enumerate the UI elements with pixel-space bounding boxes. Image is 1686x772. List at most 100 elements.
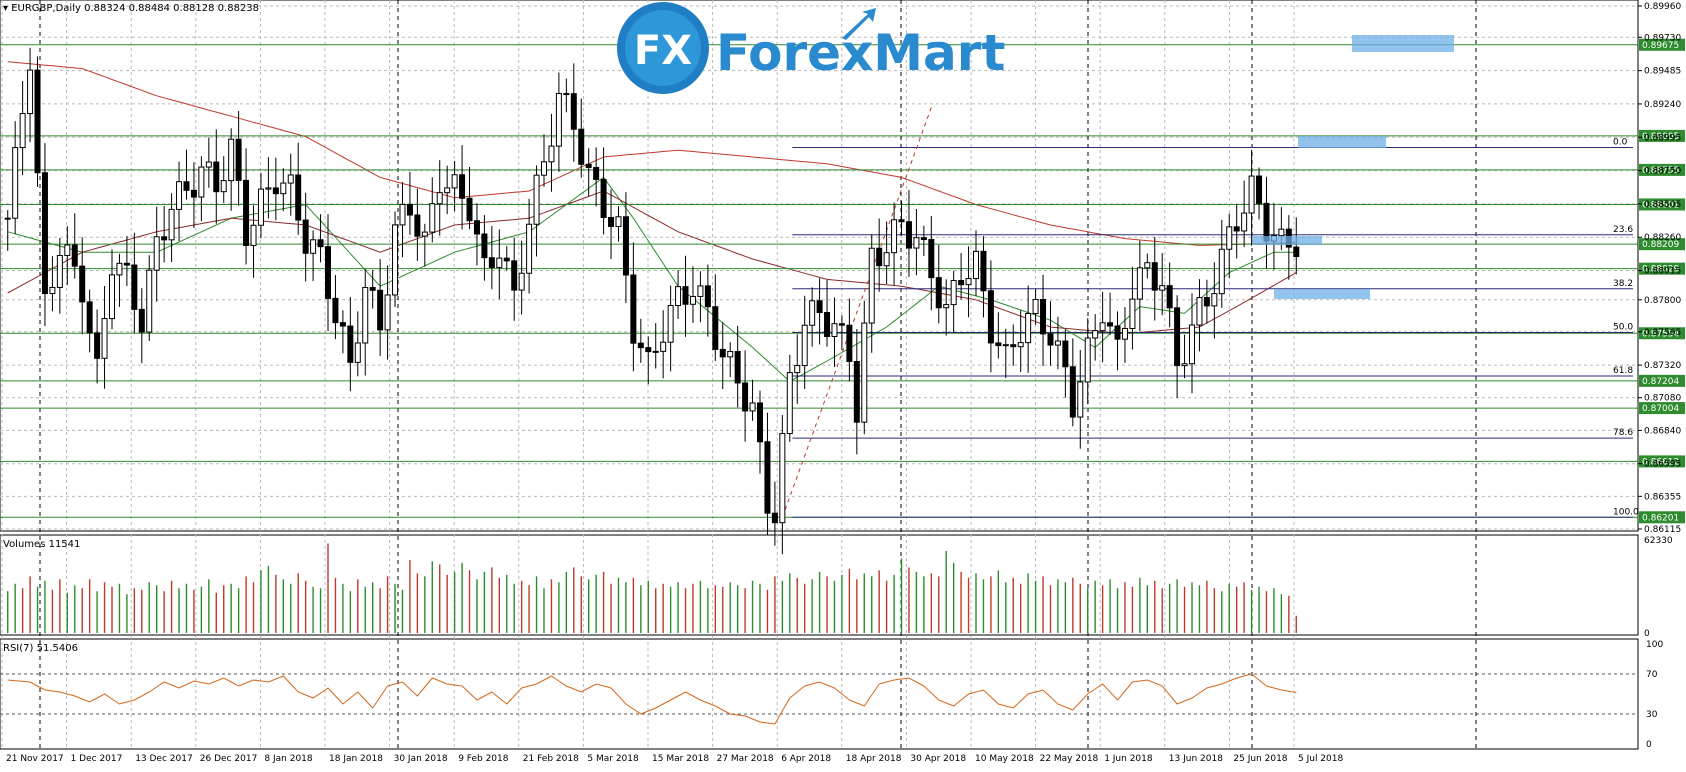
candle-body [1189,324,1195,365]
price-zone-highlights [1252,35,1454,299]
candle-body [652,350,659,353]
candle-body [1263,202,1270,242]
candle-body [1040,299,1047,335]
candle-body [630,274,637,344]
candle-body [1203,297,1210,307]
candle-body [1077,381,1084,418]
fib-level-label: 0.0 [1613,137,1628,147]
time-tick-label: 30 Jan 2018 [394,754,448,764]
candle-body [56,254,63,288]
time-tick-label: 18 Jan 2018 [329,754,383,764]
ma-fast-line [7,176,1297,383]
moving-averages [7,61,1297,383]
level-price-label: 0.89005 [1642,132,1679,142]
candle-body [1047,333,1054,346]
candle-body [459,174,466,199]
candle-body [734,351,741,384]
level-price-tag [1639,455,1685,468]
candle-body [354,342,361,363]
candle-body [920,237,927,241]
level-price-tag [1639,374,1685,387]
candle-body [585,163,592,168]
price-panel[interactable] [0,0,1639,532]
candle-body [41,172,48,295]
candle-body [1114,325,1121,340]
rsi-panel[interactable] [0,638,1639,750]
candle-body [94,332,101,359]
candle-body [883,252,890,267]
fibonacci-retracement[interactable]: 0.0 23.6 38.2 50.0 61.8 78.6 100.0 [781,107,1639,518]
candle-body [481,233,488,259]
candle-body [935,277,942,309]
time-tick-label: 1 Dec 2017 [71,754,123,764]
candle-body [406,203,413,216]
candle-body [198,166,205,198]
rsi-tick-label: 70 [1646,670,1658,680]
candle-body [176,181,183,210]
time-tick-label: 8 Jan 2018 [264,754,312,764]
candle-body [1107,322,1114,327]
time-tick-label: 9 Feb 2018 [458,754,509,764]
time-tick-label: 18 Apr 2018 [846,754,902,764]
candle-body [183,181,190,191]
candle-body [794,365,801,374]
candle-body [846,324,853,363]
candle-body [905,221,912,249]
candle-body [384,294,391,331]
level-price-tag [1639,198,1685,211]
price-tick-label: 0.88750 [1644,167,1681,177]
candle-body [757,402,763,443]
candle-body [295,174,302,221]
candle-body [719,348,726,358]
candle-body [414,214,421,237]
price-tick-label: 0.88505 [1644,200,1681,210]
candle-body [518,272,525,291]
candle-body [622,216,629,276]
candle-body [593,166,600,180]
price-tick-label: 0.86840 [1644,426,1681,436]
candle-body [771,512,778,524]
candle-body [205,161,212,168]
candle-body [250,224,257,246]
candle-body [116,262,123,276]
level-price-label: 0.88209 [1642,240,1679,250]
time-tick-label: 21 Nov 2017 [6,754,64,764]
logo-arrow-icon [842,8,876,40]
candle-body [541,161,547,176]
candle-body [786,372,793,435]
candle-body [1084,337,1091,383]
candle-body [325,246,331,299]
candle-body [12,147,19,219]
time-tick-label: 13 Dec 2017 [135,754,193,764]
candle-body [421,231,428,237]
candle-body [1226,226,1233,250]
price-candles[interactable] [4,47,1300,555]
candle-body [34,69,41,174]
candle-body [1256,175,1263,204]
ma-slow-line [7,61,1297,246]
candle-body [243,179,250,246]
candle-body [1002,344,1009,347]
candle-body [19,113,26,149]
candle-body [280,182,287,195]
price-tick-label: 0.88015 [1644,267,1681,277]
candle-body [503,257,510,262]
time-tick-label: 15 Mar 2018 [652,754,709,764]
candle-body [950,280,957,306]
time-tick-label: 6 Apr 2018 [781,754,831,764]
candle-body [168,208,175,241]
candle-body [1218,248,1225,295]
level-price-label: 0.88501 [1642,200,1679,210]
candle-body [332,297,339,324]
candle-body [1062,340,1069,368]
fib-level-label: 100.0 [1613,507,1639,517]
candle-body [608,216,615,227]
logo-brand: ForexMart [716,24,1005,82]
candle-body [928,239,935,279]
candle-body [1293,246,1300,258]
support-resistance-levels: 0.89675 0.89005 0.88755 0.88501 0.88209 0.880… [0,38,1685,524]
candle-body [228,138,235,182]
candle-body [1211,293,1218,307]
